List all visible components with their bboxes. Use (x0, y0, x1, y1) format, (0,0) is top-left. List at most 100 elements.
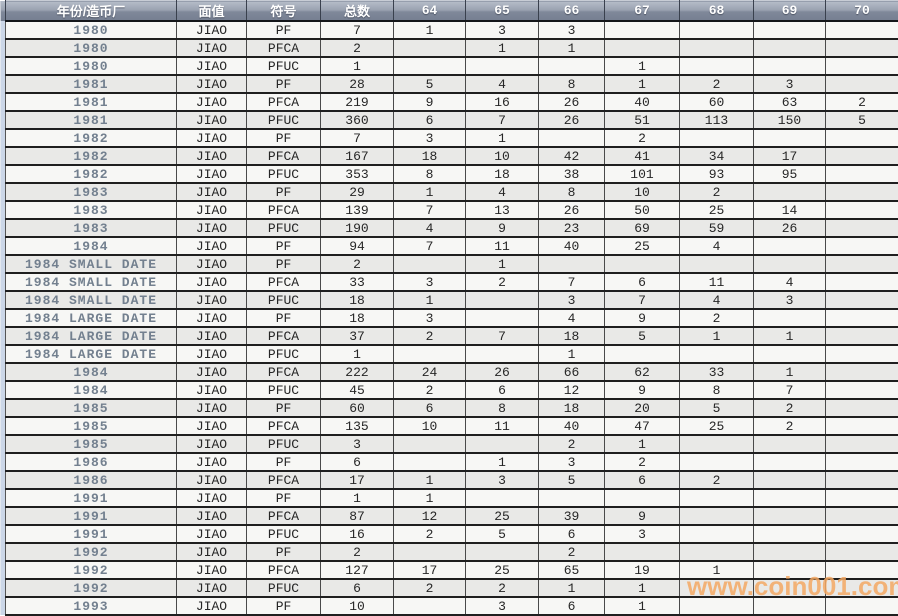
value-cell: 3 (539, 453, 605, 471)
value-cell: 4 (680, 291, 754, 309)
column-header-70: 70 (826, 1, 898, 22)
value-cell (394, 57, 466, 75)
value-cell (826, 75, 898, 93)
value-cell: JIAO (177, 597, 247, 615)
value-cell: 2 (466, 273, 539, 291)
value-cell: 51 (605, 111, 680, 129)
value-cell: 3 (466, 21, 539, 39)
value-cell: 8 (394, 165, 466, 183)
value-cell: JIAO (177, 129, 247, 147)
value-cell (394, 597, 466, 615)
value-cell: PF (247, 399, 321, 417)
value-cell: 6 (321, 453, 394, 471)
value-cell: 3 (539, 291, 605, 309)
value-cell: PFCA (247, 273, 321, 291)
value-cell: 1 (394, 21, 466, 39)
value-cell: 50 (605, 201, 680, 219)
value-cell (539, 57, 605, 75)
value-cell (754, 471, 826, 489)
year-cell: 1991 (6, 489, 177, 507)
value-cell (754, 489, 826, 507)
value-cell: 1 (605, 597, 680, 615)
value-cell (466, 543, 539, 561)
value-cell: JIAO (177, 57, 247, 75)
value-cell: PF (247, 129, 321, 147)
value-cell: 25 (605, 237, 680, 255)
year-cell: 1991 (6, 525, 177, 543)
value-cell: 2 (539, 435, 605, 453)
value-cell (680, 39, 754, 57)
value-cell (826, 255, 898, 273)
value-cell: PFUC (247, 525, 321, 543)
value-cell: 2 (394, 579, 466, 597)
value-cell: 3 (754, 75, 826, 93)
value-cell: 8 (539, 183, 605, 201)
value-cell: 1 (605, 435, 680, 453)
value-cell (680, 579, 754, 597)
value-cell: 18 (539, 399, 605, 417)
value-cell: 113 (680, 111, 754, 129)
value-cell (394, 435, 466, 453)
value-cell: 167 (321, 147, 394, 165)
value-cell (754, 561, 826, 579)
value-cell: 353 (321, 165, 394, 183)
value-cell (539, 129, 605, 147)
year-cell: 1986 (6, 471, 177, 489)
value-cell: 3 (754, 291, 826, 309)
value-cell: 2 (754, 417, 826, 435)
value-cell: 1 (321, 489, 394, 507)
value-cell: JIAO (177, 363, 247, 381)
value-cell: 18 (321, 291, 394, 309)
value-cell (754, 597, 826, 615)
value-cell: 17 (321, 471, 394, 489)
value-cell: 4 (466, 183, 539, 201)
value-cell: 1 (539, 345, 605, 363)
value-cell: 66 (539, 363, 605, 381)
value-cell: 150 (754, 111, 826, 129)
value-cell: 23 (539, 219, 605, 237)
value-cell: 3 (539, 21, 605, 39)
value-cell: PF (247, 489, 321, 507)
value-cell: JIAO (177, 543, 247, 561)
value-cell (826, 309, 898, 327)
value-cell: 2 (680, 75, 754, 93)
value-cell: 87 (321, 507, 394, 525)
year-cell: 1982 (6, 129, 177, 147)
value-cell: 63 (754, 93, 826, 111)
value-cell: PFUC (247, 435, 321, 453)
value-cell: 1 (605, 57, 680, 75)
value-cell: JIAO (177, 489, 247, 507)
value-cell: 1 (394, 471, 466, 489)
value-cell (680, 255, 754, 273)
value-cell: 2 (394, 525, 466, 543)
value-cell: 10 (321, 597, 394, 615)
value-cell: PFCA (247, 93, 321, 111)
value-cell: 1 (605, 75, 680, 93)
value-cell (826, 471, 898, 489)
value-cell: PFUC (247, 219, 321, 237)
value-cell (826, 165, 898, 183)
year-cell: 1984 (6, 363, 177, 381)
year-cell: 1982 (6, 165, 177, 183)
year-cell: 1980 (6, 21, 177, 39)
value-cell (466, 489, 539, 507)
value-cell: 4 (539, 309, 605, 327)
value-cell: JIAO (177, 255, 247, 273)
value-cell: 2 (321, 39, 394, 57)
year-cell: 1992 (6, 579, 177, 597)
value-cell: 33 (680, 363, 754, 381)
value-cell: 9 (394, 93, 466, 111)
value-cell (680, 435, 754, 453)
value-cell (826, 381, 898, 399)
